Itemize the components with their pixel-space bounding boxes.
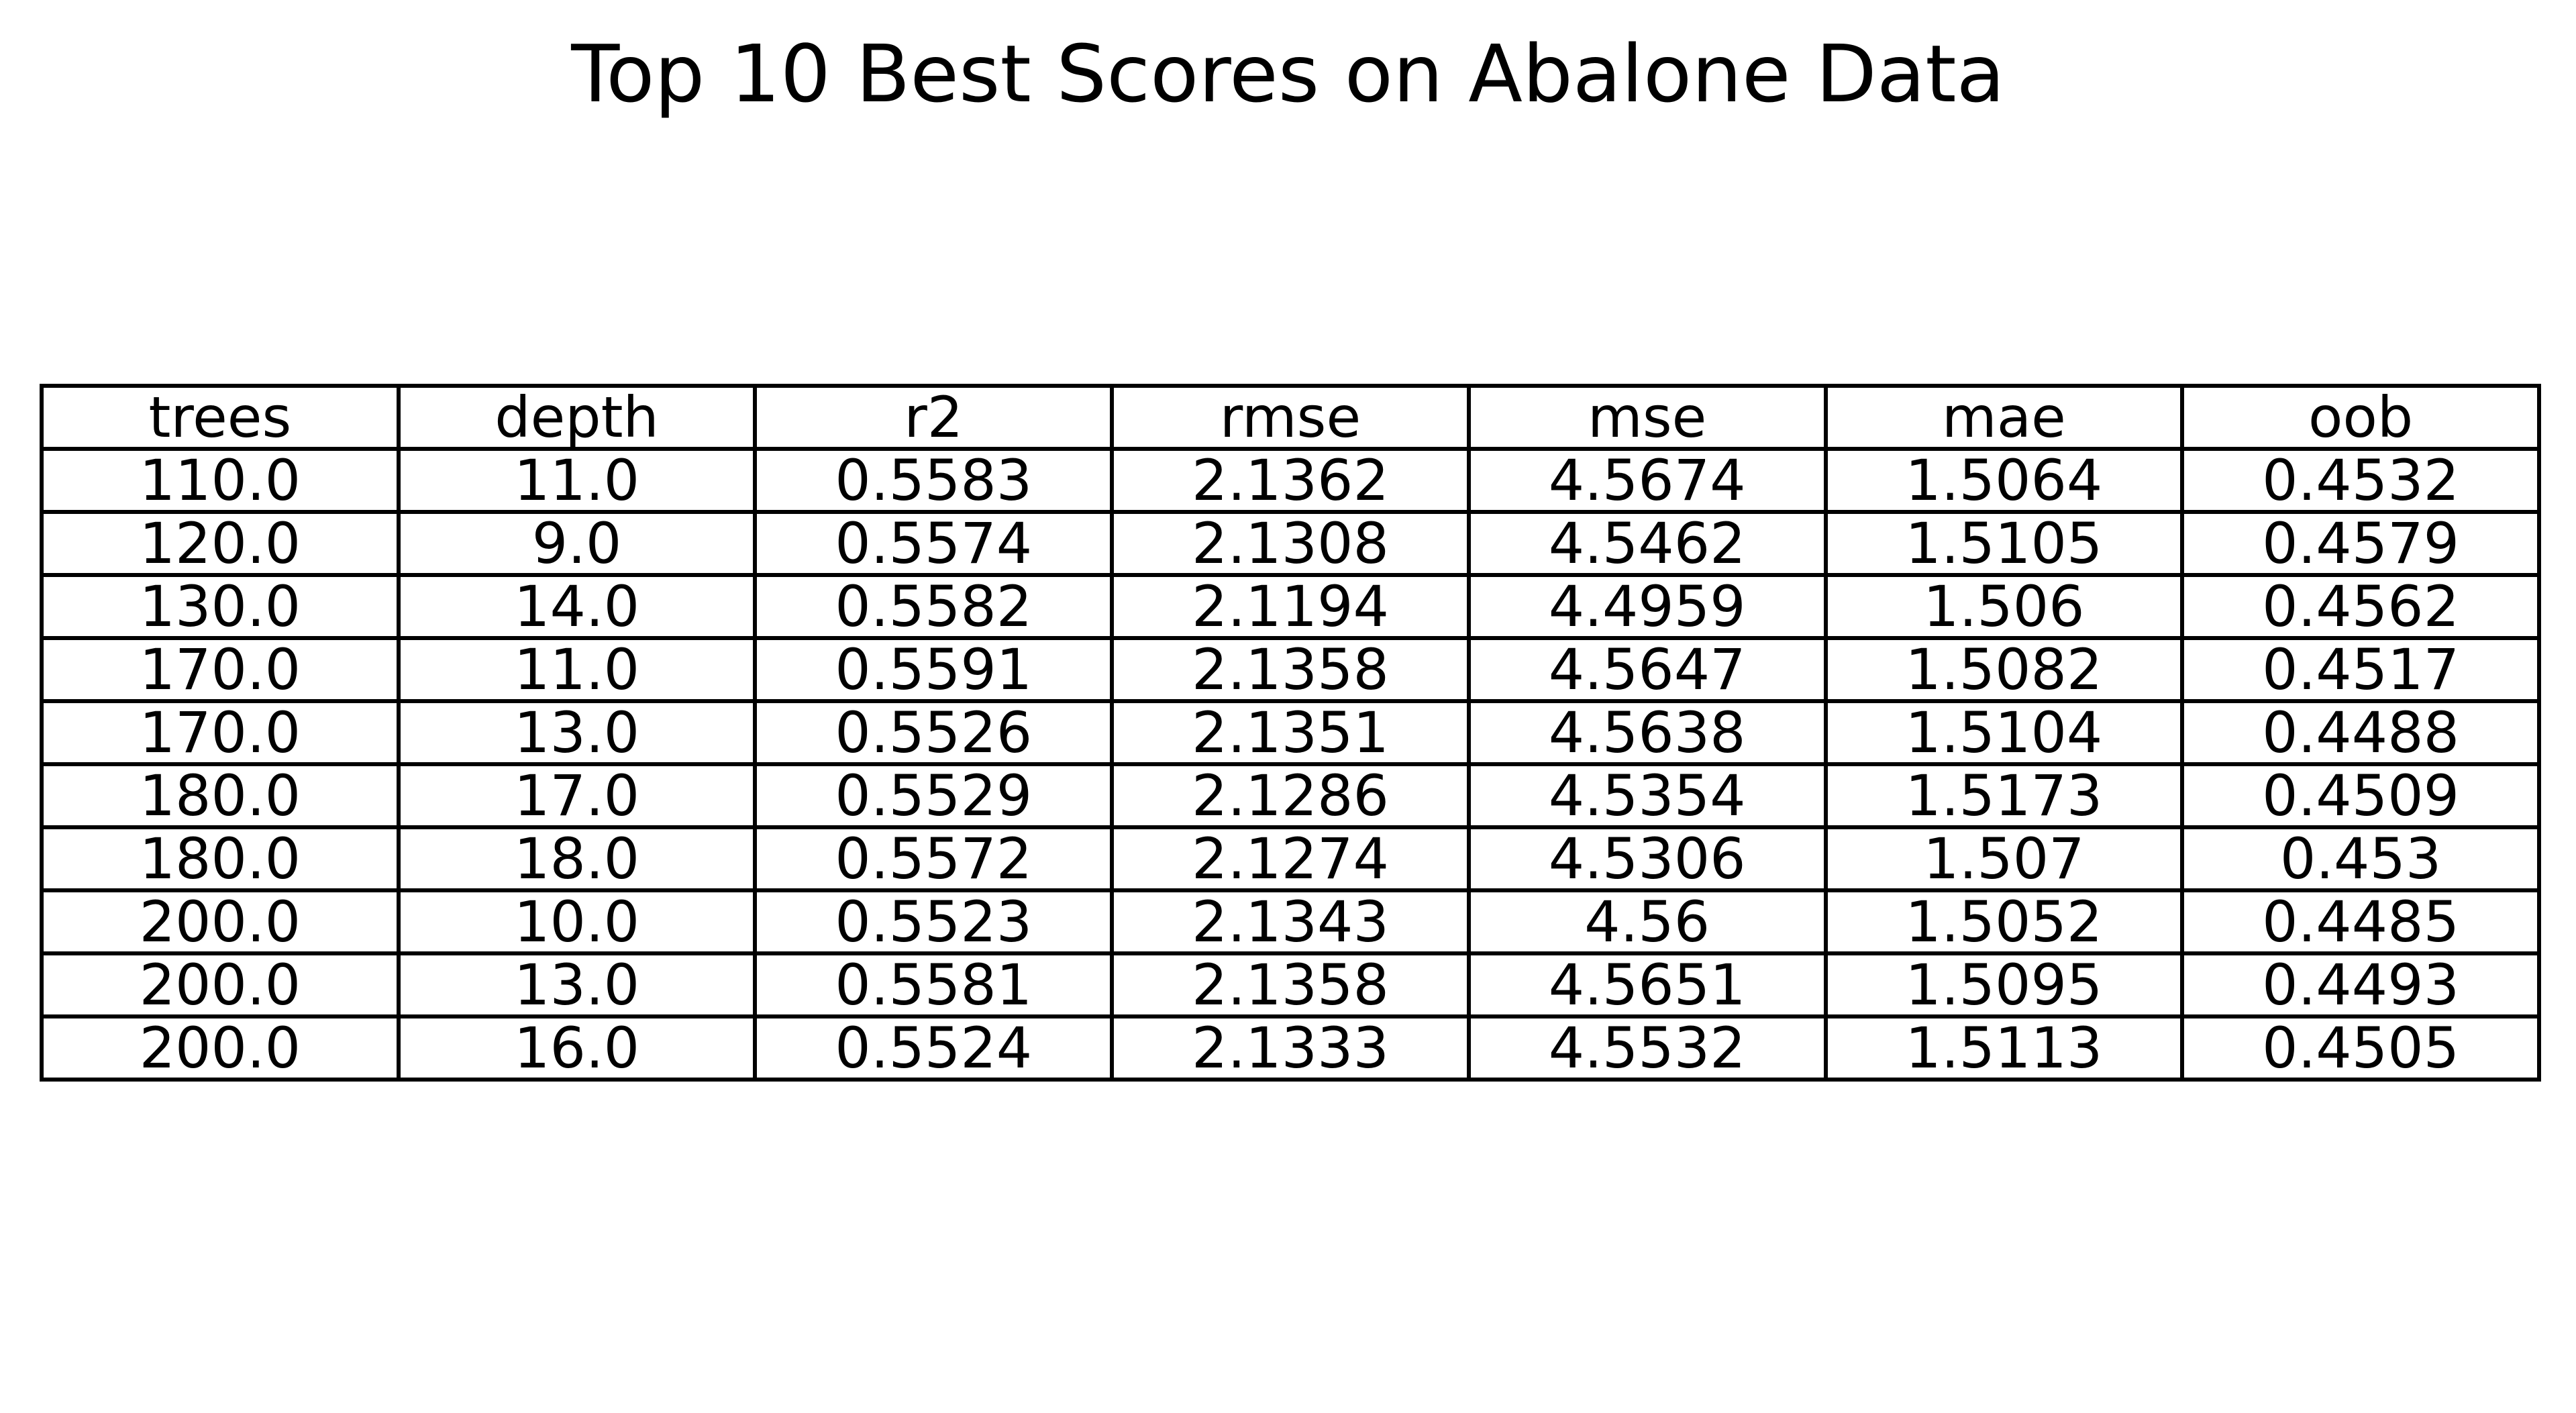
- table-cell-depth: 13.0: [396, 951, 758, 1018]
- table-cell-r2: 0.5529: [753, 762, 1115, 829]
- table-cell-depth: 17.0: [396, 762, 758, 829]
- table-cell-r2: 0.5523: [753, 888, 1115, 955]
- table-cell-rmse: 2.1362: [1110, 447, 1471, 514]
- table-cell-oob: 0.4505: [2180, 1014, 2541, 1082]
- table-cell-mae: 1.5082: [1823, 636, 2185, 703]
- table-cell-r2: 0.5591: [753, 636, 1115, 703]
- table-cell-r2: 0.5524: [753, 1014, 1115, 1082]
- table-cell-mse: 4.56: [1466, 888, 1828, 955]
- table-row: 130.0 14.0 0.5582 2.1194 4.4959 1.506 0.4562: [40, 573, 2541, 640]
- table-cell-rmse: 2.1308: [1110, 510, 1471, 577]
- table-cell-depth: 16.0: [396, 1014, 758, 1082]
- table-cell-mae: 1.506: [1823, 573, 2185, 640]
- table-row: 180.0 17.0 0.5529 2.1286 4.5354 1.5173 0.4509: [40, 762, 2541, 829]
- table-cell-trees: 170.0: [40, 699, 401, 766]
- table-row: 200.0 16.0 0.5524 2.1333 4.5532 1.5113 0.4505: [40, 1014, 2541, 1082]
- table-cell-rmse: 2.1358: [1110, 951, 1471, 1018]
- table-cell-oob: 0.4485: [2180, 888, 2541, 955]
- table-cell-rmse: 2.1286: [1110, 762, 1471, 829]
- table-row: 120.0 9.0 0.5574 2.1308 4.5462 1.5105 0.4579: [40, 510, 2541, 577]
- table-row: 110.0 11.0 0.5583 2.1362 4.5674 1.5064 0.4532: [40, 447, 2541, 514]
- table-cell-rmse: 2.1274: [1110, 825, 1471, 892]
- table-cell-r2: 0.5583: [753, 447, 1115, 514]
- table-cell-r2: 0.5582: [753, 573, 1115, 640]
- table-cell-depth: 11.0: [396, 636, 758, 703]
- table-cell-oob: 0.4579: [2180, 510, 2541, 577]
- table-cell-oob: 0.4509: [2180, 762, 2541, 829]
- table-cell-oob: 0.4517: [2180, 636, 2541, 703]
- table-cell-depth: 13.0: [396, 699, 758, 766]
- table-cell-trees: 180.0: [40, 825, 401, 892]
- table-body: 110.0 11.0 0.5583 2.1362 4.5674 1.5064 0.4532 1…: [40, 447, 2541, 1082]
- table-cell-trees: 130.0: [40, 573, 401, 640]
- table-cell-mse: 4.4959: [1466, 573, 1828, 640]
- table-row: 200.0 13.0 0.5581 2.1358 4.5651 1.5095 0.4493: [40, 951, 2541, 1018]
- table-cell-rmse: 2.1343: [1110, 888, 1471, 955]
- table-cell-rmse: 2.1351: [1110, 699, 1471, 766]
- table-cell-trees: 200.0: [40, 951, 401, 1018]
- scores-table: trees depth r2 rmse mse mae oob 110.0 11.0 0.558…: [40, 384, 2541, 1082]
- table-cell-r2: 0.5574: [753, 510, 1115, 577]
- table-cell-rmse: 2.1194: [1110, 573, 1471, 640]
- table-cell-oob: 0.4532: [2180, 447, 2541, 514]
- table-cell-mae: 1.5064: [1823, 447, 2185, 514]
- table-cell-r2: 0.5581: [753, 951, 1115, 1018]
- table-cell-depth: 18.0: [396, 825, 758, 892]
- table-cell-trees: 170.0: [40, 636, 401, 703]
- table-cell-trees: 200.0: [40, 1014, 401, 1082]
- table-cell-rmse: 2.1333: [1110, 1014, 1471, 1082]
- table-cell-mse: 4.5647: [1466, 636, 1828, 703]
- table-cell-mse: 4.5306: [1466, 825, 1828, 892]
- header-row: trees depth r2 rmse mse mae oob: [40, 384, 2541, 451]
- table-cell-mae: 1.5052: [1823, 888, 2185, 955]
- column-header-trees: trees: [40, 384, 401, 451]
- table-cell-depth: 9.0: [396, 510, 758, 577]
- table-cell-oob: 0.4493: [2180, 951, 2541, 1018]
- table-cell-mse: 4.5462: [1466, 510, 1828, 577]
- table-cell-rmse: 2.1358: [1110, 636, 1471, 703]
- table-cell-mse: 4.5674: [1466, 447, 1828, 514]
- table-cell-r2: 0.5572: [753, 825, 1115, 892]
- table-cell-mae: 1.5113: [1823, 1014, 2185, 1082]
- table-cell-mse: 4.5532: [1466, 1014, 1828, 1082]
- table-row: 170.0 13.0 0.5526 2.1351 4.5638 1.5104 0.4488: [40, 699, 2541, 766]
- table-cell-trees: 200.0: [40, 888, 401, 955]
- table-cell-depth: 11.0: [396, 447, 758, 514]
- table-row: 170.0 11.0 0.5591 2.1358 4.5647 1.5082 0.4517: [40, 636, 2541, 703]
- table-cell-mae: 1.5104: [1823, 699, 2185, 766]
- table-header: trees depth r2 rmse mse mae oob: [40, 384, 2541, 451]
- table-cell-mse: 4.5354: [1466, 762, 1828, 829]
- table-cell-oob: 0.4562: [2180, 573, 2541, 640]
- table-cell-mae: 1.5173: [1823, 762, 2185, 829]
- table-cell-mae: 1.5105: [1823, 510, 2185, 577]
- table-cell-trees: 120.0: [40, 510, 401, 577]
- table-cell-trees: 180.0: [40, 762, 401, 829]
- table-cell-depth: 10.0: [396, 888, 758, 955]
- column-header-oob: oob: [2180, 384, 2541, 451]
- table-cell-mae: 1.5095: [1823, 951, 2185, 1018]
- table-cell-oob: 0.453: [2180, 825, 2541, 892]
- table-cell-oob: 0.4488: [2180, 699, 2541, 766]
- table-cell-depth: 14.0: [396, 573, 758, 640]
- column-header-mse: mse: [1466, 384, 1828, 451]
- column-header-depth: depth: [396, 384, 758, 451]
- column-header-r2: r2: [753, 384, 1115, 451]
- table-row: 180.0 18.0 0.5572 2.1274 4.5306 1.507 0.453: [40, 825, 2541, 892]
- table-cell-trees: 110.0: [40, 447, 401, 514]
- table-cell-r2: 0.5526: [753, 699, 1115, 766]
- table-row: 200.0 10.0 0.5523 2.1343 4.56 1.5052 0.4485: [40, 888, 2541, 955]
- table-cell-mse: 4.5638: [1466, 699, 1828, 766]
- chart-title: Top 10 Best Scores on Abalone Data: [571, 28, 2005, 120]
- column-header-mae: mae: [1823, 384, 2185, 451]
- column-header-rmse: rmse: [1110, 384, 1471, 451]
- table-cell-mae: 1.507: [1823, 825, 2185, 892]
- table-cell-mse: 4.5651: [1466, 951, 1828, 1018]
